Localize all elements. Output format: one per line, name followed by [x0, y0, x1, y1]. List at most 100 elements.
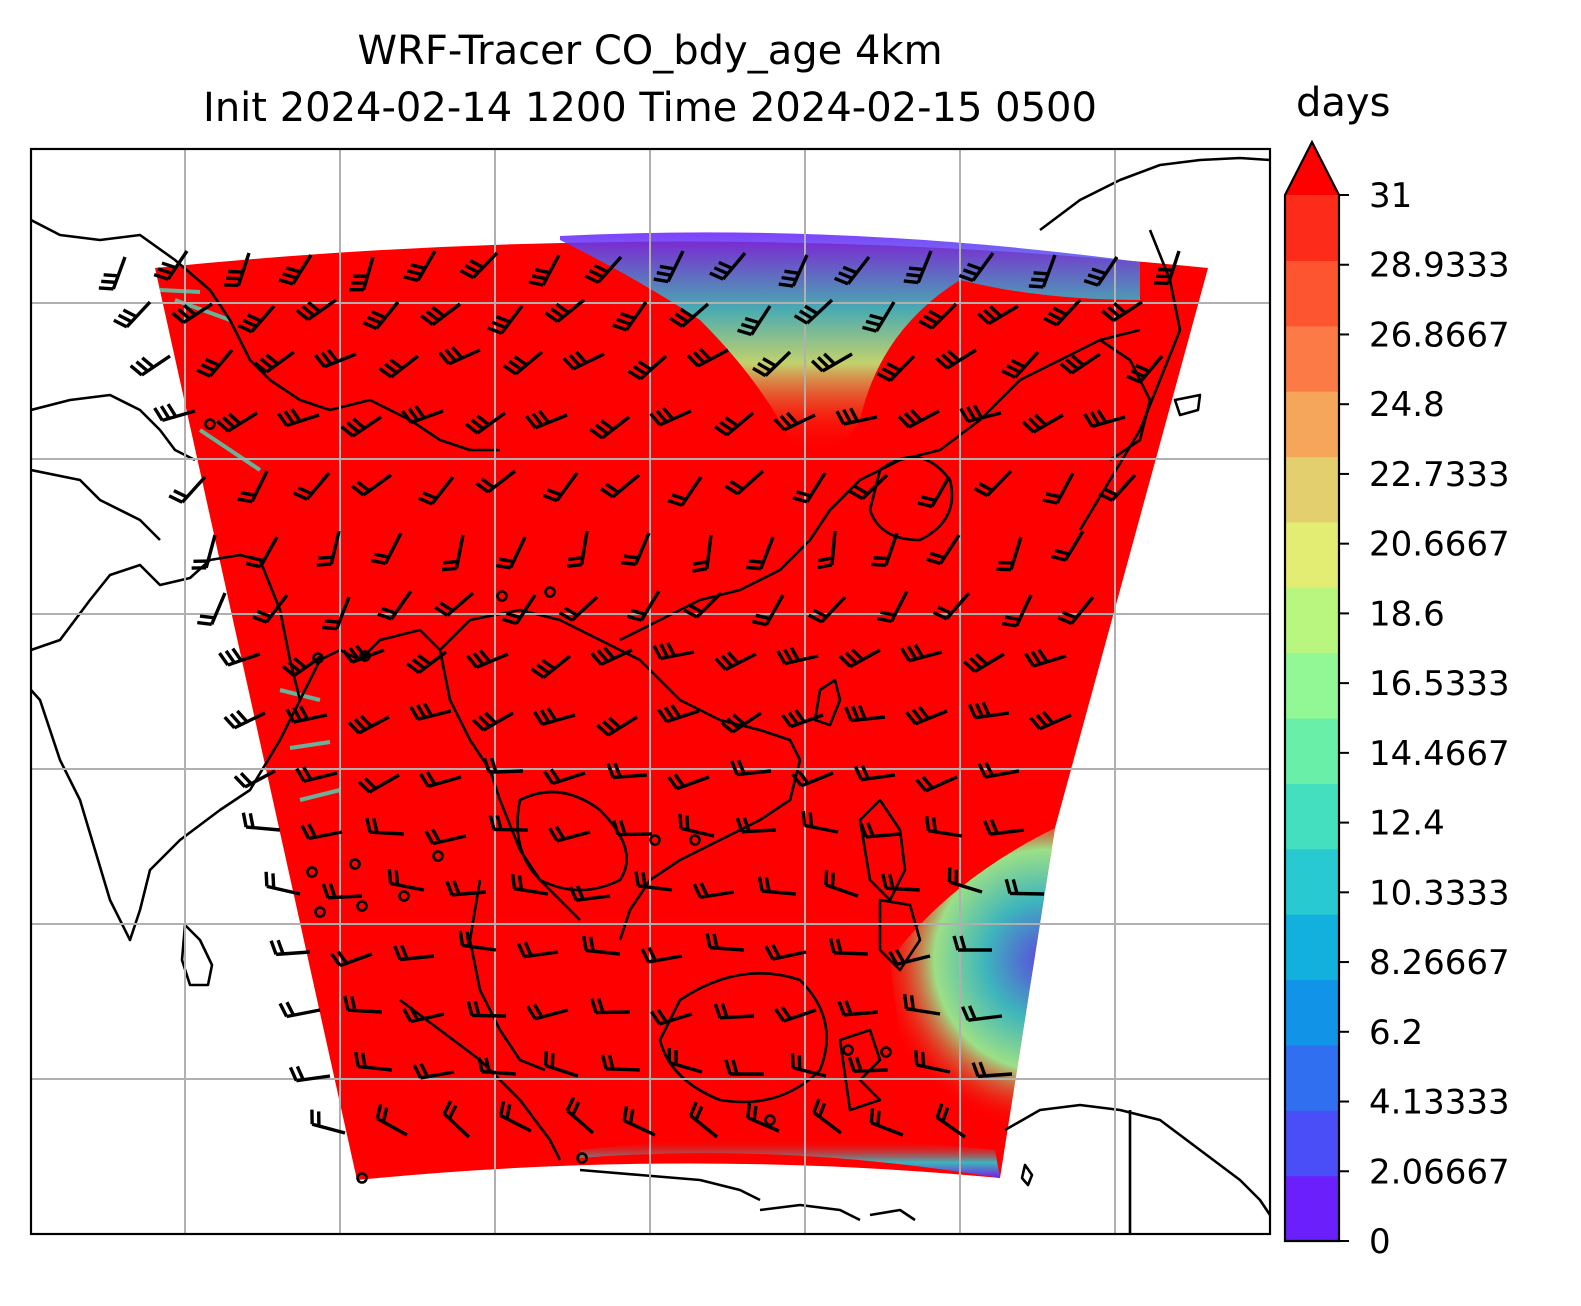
- wind-barb: [412, 1062, 455, 1080]
- colorbar-segment: [1285, 456, 1339, 523]
- wind-barb: [746, 1103, 780, 1133]
- wind-barb: [464, 411, 506, 435]
- wind-barb: [197, 592, 227, 626]
- wind-barb: [153, 250, 189, 281]
- wind-barb: [1029, 710, 1072, 731]
- wind-barb: [403, 250, 437, 283]
- wind-barb: [828, 938, 869, 956]
- colorbar-tick-label: 0: [1369, 1222, 1391, 1262]
- wind-barb: [377, 590, 413, 621]
- wind-barb: [353, 1051, 393, 1072]
- wind-barb: [543, 768, 586, 786]
- wind-barb: [861, 301, 896, 333]
- wind-barb: [959, 404, 1002, 423]
- wind-barb: [667, 1048, 703, 1074]
- colorbar-segment: [1285, 587, 1339, 654]
- wind-barb: [958, 252, 995, 283]
- wind-barb: [967, 701, 1010, 720]
- wind-barb: [543, 1050, 579, 1078]
- wind-barb: [810, 352, 853, 373]
- wind-barb: [548, 825, 591, 843]
- wind-barb: [792, 472, 827, 504]
- wind-barb: [1083, 256, 1119, 287]
- wind-barb: [581, 935, 621, 956]
- colorbar-segment: [1285, 718, 1339, 784]
- wind-barb: [218, 647, 261, 667]
- wind-barb: [278, 1001, 321, 1019]
- wind-barb: [790, 1053, 827, 1078]
- wind-barb: [622, 1105, 656, 1137]
- colorbar-segment: [1285, 325, 1339, 392]
- wind-barb: [652, 642, 695, 661]
- calm-wind-marker: [359, 650, 371, 662]
- wind-barb: [596, 715, 638, 737]
- calm-wind-marker: [398, 890, 410, 902]
- wind-barb: [847, 1056, 889, 1073]
- calm-wind-marker: [842, 1044, 854, 1056]
- wind-barb: [516, 941, 559, 959]
- wind-barb: [253, 350, 295, 374]
- colorbar-tick-label: 18.6: [1369, 594, 1445, 634]
- wind-barb: [849, 473, 889, 501]
- calm-wind-marker: [689, 834, 701, 846]
- wind-barb: [824, 870, 859, 898]
- wind-barb: [781, 709, 824, 729]
- wind-barb: [342, 644, 385, 664]
- colorbar-segment: [1285, 521, 1339, 588]
- wind-barb: [569, 885, 611, 902]
- wind-barb: [612, 820, 653, 837]
- wind-barb: [442, 1100, 471, 1139]
- wind-barb: [1153, 250, 1181, 286]
- colorbar-tick-label: 14.4667: [1369, 734, 1510, 774]
- wind-barb: [971, 1061, 1013, 1079]
- wind-barb: [683, 591, 723, 619]
- wind-barb: [589, 415, 631, 440]
- wind-barb: [168, 475, 207, 504]
- wind-barb: [667, 773, 710, 791]
- wind-barb: [812, 1098, 843, 1135]
- wind-barb: [241, 812, 281, 832]
- wind-barb: [477, 1057, 517, 1076]
- wind-barb: [876, 354, 916, 382]
- wind-barb: [295, 766, 338, 783]
- wind-barb: [1021, 413, 1064, 434]
- wind-barb: [420, 302, 462, 326]
- colorbar-units-label: days: [1296, 80, 1391, 126]
- wind-barb: [269, 939, 311, 957]
- wind-barb: [322, 596, 351, 631]
- wind-barb: [314, 348, 357, 369]
- wind-barb: [466, 649, 509, 669]
- wind-barb: [776, 646, 819, 666]
- wind-barb: [935, 1103, 966, 1139]
- wind-barb: [689, 1101, 719, 1139]
- calm-wind-marker: [764, 1114, 776, 1126]
- wind-barb: [330, 950, 373, 968]
- wind-barb: [562, 350, 605, 371]
- calm-wind-marker: [544, 586, 556, 598]
- wind-barb: [419, 771, 462, 789]
- plot-title-line1: WRF-Tracer CO_bdy_age 4km: [357, 28, 943, 74]
- wind-barb: [378, 354, 420, 379]
- wind-barb: [590, 998, 631, 1015]
- wind-barb: [196, 348, 234, 378]
- wind-barb: [692, 882, 735, 899]
- wind-barb: [599, 473, 641, 499]
- wind-barb: [730, 759, 772, 777]
- wind-barb: [983, 819, 1025, 836]
- colorbar-segment: [1285, 260, 1339, 327]
- wind-barb: [859, 822, 901, 839]
- wind-barb: [735, 817, 777, 834]
- colorbar-segment: [1285, 848, 1339, 915]
- colorbar-segment: [1285, 652, 1339, 719]
- wind-barb: [343, 995, 383, 1014]
- colorbar-tick-label: 31: [1369, 176, 1412, 216]
- wind-barb: [752, 350, 792, 378]
- plot-title-line2: Init 2024-02-14 1200 Time 2024-02-15 050…: [203, 85, 1097, 131]
- wind-barb: [295, 298, 337, 321]
- wind-barb: [252, 593, 289, 624]
- wind-barb: [713, 1003, 755, 1020]
- wind-barb: [774, 1005, 817, 1023]
- colorbar-tick-label: 4.13333: [1369, 1083, 1510, 1123]
- wind-barb: [914, 1050, 951, 1074]
- wind-barb: [793, 298, 834, 325]
